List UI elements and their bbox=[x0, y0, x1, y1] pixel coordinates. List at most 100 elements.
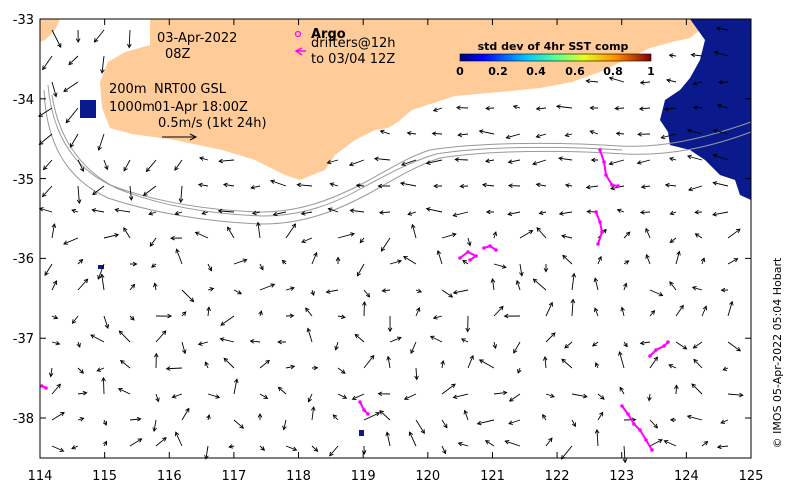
current-vector bbox=[686, 414, 703, 421]
current-vector bbox=[181, 341, 187, 355]
current-vector bbox=[355, 183, 365, 188]
current-vector bbox=[285, 223, 297, 239]
current-vector bbox=[71, 315, 79, 324]
current-vector bbox=[503, 313, 521, 319]
current-vector bbox=[535, 133, 547, 139]
current-vector bbox=[359, 237, 365, 244]
current-vector bbox=[277, 386, 287, 395]
current-vector bbox=[639, 340, 651, 346]
current-vector bbox=[505, 133, 521, 140]
current-vector bbox=[492, 231, 498, 239]
current-vector bbox=[571, 393, 588, 399]
current-vector bbox=[90, 334, 105, 343]
current-vector bbox=[618, 350, 625, 369]
current-vector bbox=[379, 129, 391, 135]
current-vector bbox=[51, 223, 57, 239]
current-vector bbox=[649, 289, 664, 297]
current-vector bbox=[727, 341, 741, 352]
current-vector bbox=[378, 210, 391, 215]
current-vector bbox=[701, 305, 708, 317]
current-vector bbox=[545, 332, 556, 343]
current-vector bbox=[669, 237, 677, 244]
current-vector bbox=[123, 159, 131, 172]
current-vector bbox=[170, 235, 183, 241]
current-vector bbox=[415, 307, 421, 317]
current-vector bbox=[75, 29, 81, 44]
current-vector bbox=[301, 237, 313, 244]
current-vector bbox=[564, 183, 573, 188]
current-vector bbox=[354, 333, 365, 343]
current-vector bbox=[356, 263, 365, 277]
colorbar-tick: 1 bbox=[647, 65, 655, 78]
current-vector bbox=[649, 310, 656, 317]
current-vector bbox=[663, 439, 677, 447]
current-vector bbox=[129, 438, 143, 447]
current-vector bbox=[407, 211, 417, 216]
current-vector bbox=[712, 128, 729, 135]
current-vector bbox=[429, 335, 443, 343]
drifters-label: drifters@12h bbox=[311, 36, 396, 51]
y-tick-label: -37 bbox=[13, 332, 34, 347]
current-vector bbox=[508, 393, 521, 402]
current-vector bbox=[270, 179, 287, 187]
current-vector bbox=[485, 209, 495, 215]
y-tick-label: -36 bbox=[13, 252, 34, 267]
current-vector bbox=[425, 207, 443, 213]
current-vector bbox=[668, 53, 677, 58]
x-tick-label: 117 bbox=[221, 469, 246, 484]
current-vector bbox=[77, 278, 89, 291]
current-vector bbox=[259, 283, 276, 291]
current-vector bbox=[44, 263, 53, 277]
current-vector bbox=[616, 208, 625, 214]
current-vector bbox=[227, 226, 235, 239]
current-vector bbox=[145, 159, 157, 173]
current-vector bbox=[327, 207, 339, 213]
current-vector bbox=[199, 156, 209, 161]
current-vector bbox=[457, 132, 469, 138]
current-vector bbox=[51, 314, 59, 320]
current-vector bbox=[148, 211, 157, 216]
current-vector bbox=[377, 183, 391, 189]
current-vector bbox=[693, 358, 703, 369]
current-vector bbox=[377, 391, 391, 397]
current-vector bbox=[351, 393, 365, 400]
current-vector bbox=[91, 208, 105, 213]
x-tick-label: 114 bbox=[28, 469, 53, 484]
current-vector bbox=[197, 182, 209, 188]
current-vector bbox=[515, 279, 521, 291]
current-vector bbox=[465, 315, 471, 333]
current-vector bbox=[251, 210, 261, 216]
colorbar bbox=[459, 53, 652, 62]
current-vector bbox=[623, 260, 630, 265]
current-vector bbox=[155, 330, 167, 343]
current-vector bbox=[282, 419, 287, 431]
current-vector bbox=[250, 184, 261, 190]
current-vector bbox=[128, 185, 134, 201]
current-vector bbox=[151, 263, 157, 268]
current-vector bbox=[700, 257, 706, 265]
current-vector bbox=[363, 354, 375, 369]
x-tick-label: 121 bbox=[480, 469, 505, 484]
current-vector bbox=[411, 223, 417, 239]
x-tick-label: 116 bbox=[157, 469, 182, 484]
current-vector bbox=[478, 129, 495, 135]
current-vector bbox=[432, 315, 443, 320]
current-vector bbox=[152, 419, 157, 433]
current-vector bbox=[114, 207, 131, 213]
current-vector bbox=[622, 445, 628, 464]
current-vector bbox=[620, 306, 625, 317]
current-vector bbox=[48, 367, 54, 378]
current-vector bbox=[508, 419, 521, 425]
current-vector bbox=[119, 359, 131, 369]
current-vector bbox=[649, 439, 663, 447]
current-vector bbox=[285, 313, 295, 319]
current-vector bbox=[561, 234, 573, 239]
current-vector bbox=[441, 383, 456, 395]
current-vector bbox=[300, 211, 313, 216]
current-vector bbox=[403, 393, 417, 400]
current-vector bbox=[459, 183, 469, 189]
current-vector bbox=[155, 313, 172, 319]
current-vector bbox=[640, 184, 651, 190]
current-vector bbox=[197, 341, 209, 346]
current-vector bbox=[669, 210, 677, 216]
